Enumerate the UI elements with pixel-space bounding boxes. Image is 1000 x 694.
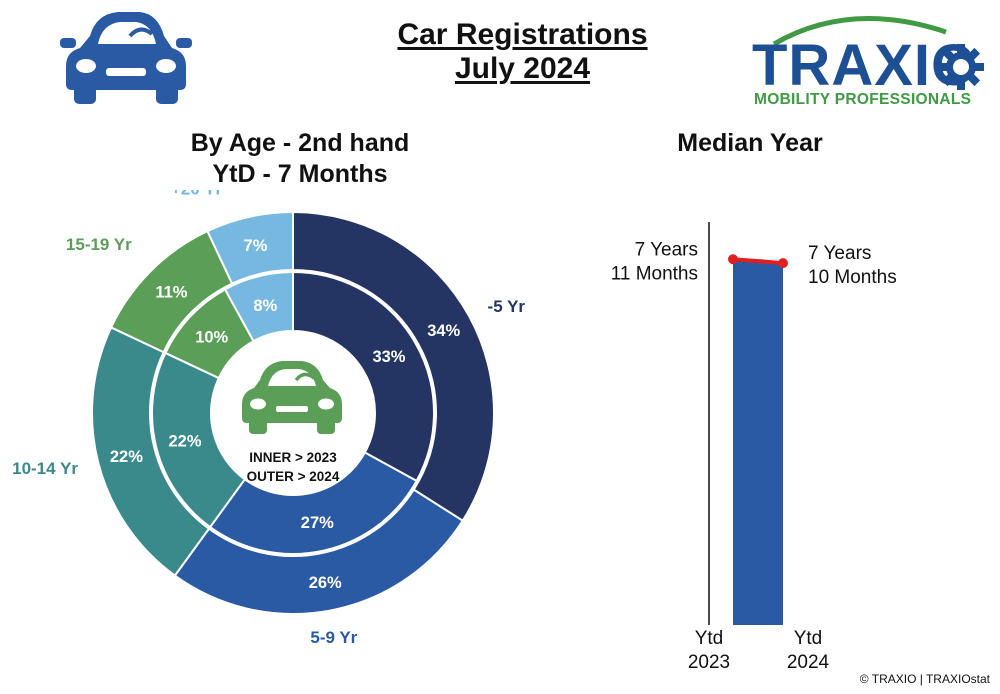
median-trend-line [728,254,788,269]
slice-label-2023-0: 33% [372,348,405,366]
slice-label-2024-1: 26% [309,574,342,592]
category-label-2: 10-14 Yr [12,459,78,478]
category-label-3: 15-19 Yr [66,235,132,254]
title-line-2: July 2024 [454,52,591,85]
slice-label-2024-2: 22% [110,448,143,466]
median-title: Median Year [677,129,823,157]
median-tick-label-1-1: 2024 [787,652,830,673]
title-line-1: Car Registrations [397,18,648,51]
center-label-outer: OUTER > 2024 [247,469,340,484]
slice-2023-5-9-yr [208,451,418,555]
logo-tagline: MOBILITY PROFESSIONALS [754,91,972,108]
median-tick-label-0-1: 2023 [688,652,730,673]
median-chart: 7 Years 11 Months 7 Years 10 Months Ytd 2023… [611,222,897,673]
category-label-1: 5-9 Yr [310,628,357,647]
slice-2024-5-yr [292,210,495,523]
donut-center: INNER > 2023 OUTER > 2024 [242,361,342,484]
outer-ring-2024 [91,210,495,615]
slice-label-2023-4: 8% [253,297,277,315]
page-title: Car Registrations July 2024 [300,18,745,86]
median-value-label-0-1: 11 Months [611,263,698,284]
median-value-label-0-0: 7 Years [635,239,698,260]
slice-2024-20-yr [206,210,294,285]
median-bars [733,259,783,625]
donut-title: By Age - 2nd hand YtD - 7 Months [100,128,500,190]
center-label-inner: INNER > 2023 [249,450,337,465]
inner-ring-2023 [151,270,435,555]
median-labels: 7 Years 11 Months 7 Years 10 Months [611,239,897,288]
gear-icon [938,44,984,90]
slice-2023-5-yr [292,270,435,483]
slice-label-2024-3: 11% [155,283,187,301]
center-car-icon [242,361,342,434]
donut-labels: 33% 27% 22% 10% 8% 34% 26% 22% 11% 7% -5 Yr 5-9 Yr 1… [12,190,525,647]
median-line [732,257,784,266]
donut-chart: 33% 27% 22% 10% 8% 34% 26% 22% 11% 7% -5 Yr 5-9 Yr 1… [12,190,525,647]
median-point-0 [728,254,738,265]
slice-2023-20-yr [223,270,294,343]
footer-copyright: © TRAXIO | TRAXIOstat [859,672,990,686]
median-value-label-1-1: 10 Months [808,267,897,288]
category-label-0: -5 Yr [488,297,526,316]
slice-label-2024-0: 34% [427,322,460,340]
category-label-4: +20 Yr [171,190,223,198]
median-tick-label-0-0: Ytd [695,628,724,649]
car-icon [60,12,192,104]
slice-label-2023-1: 27% [301,514,334,532]
median-value-label-1-0: 7 Years [808,243,871,264]
slice-label-2024-4: 7% [244,237,268,255]
logo-swoosh-icon [772,16,947,46]
median-point-1 [778,258,788,269]
slice-label-2023-2: 22% [168,433,201,451]
donut-title-line-1: By Age - 2nd hand [190,129,410,157]
donut-title-line-2: YtD - 7 Months [212,160,388,188]
median-tick-label-1-0: Ytd [794,628,823,649]
median-x-tick-labels: Ytd 2023 Ytd 2024 [688,628,830,673]
median-bar [733,259,783,625]
slice-label-2023-3: 10% [195,329,228,347]
